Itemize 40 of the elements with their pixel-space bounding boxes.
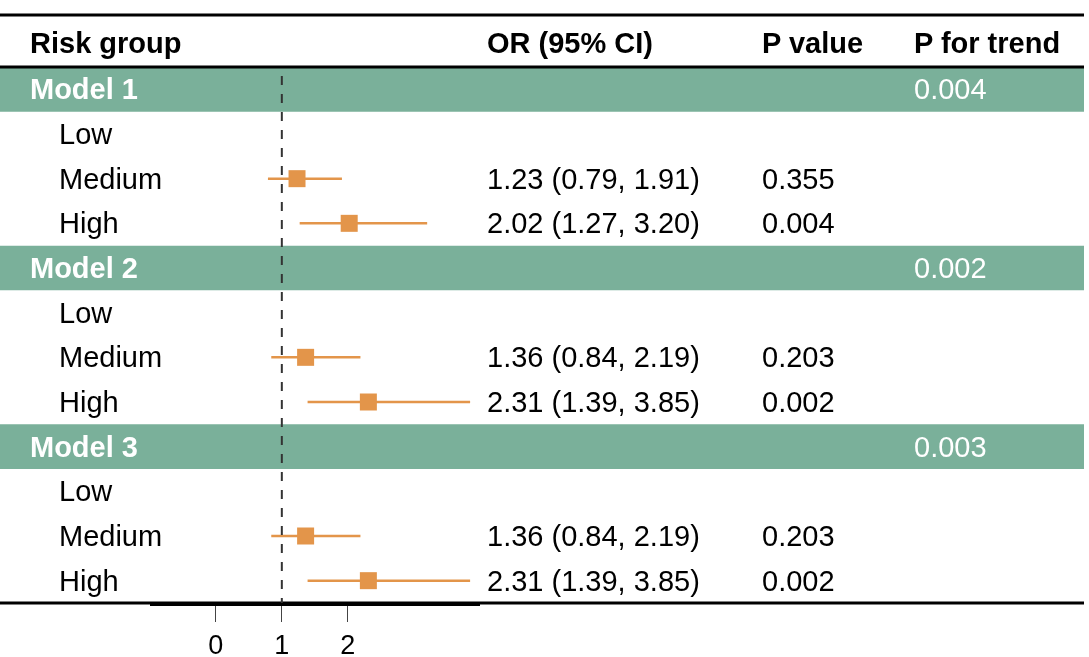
y-tick-label: Low [59, 475, 114, 507]
point [297, 527, 315, 545]
point [359, 393, 377, 411]
y-axis-title: Risk group [30, 27, 182, 59]
y-tick-label: Medium [59, 520, 163, 552]
text: 0.203 [762, 341, 835, 373]
text: P for trend [914, 27, 1061, 59]
point [297, 348, 315, 366]
text: 0.002 [762, 386, 835, 418]
y-tick-label: Model 2 [30, 252, 138, 284]
data-label: 1.23 (0.79, 1.91) [487, 163, 700, 195]
x-tick-label: 1 [274, 630, 290, 657]
text: 0.003 [914, 431, 987, 463]
data-label: 1.36 (0.84, 2.19) [487, 520, 700, 552]
y-tick-label: High [59, 565, 119, 597]
text: OR (95% CI) [487, 27, 653, 59]
y-tick-label: Medium [59, 163, 163, 195]
point [359, 572, 377, 590]
text: 0.355 [762, 163, 835, 195]
text: 0.203 [762, 520, 835, 552]
y-tick-label: Medium [59, 341, 163, 373]
point [340, 214, 358, 232]
y-tick-label: Low [59, 118, 114, 150]
point [288, 170, 306, 188]
text: P value [762, 27, 864, 59]
x-tick-label: 2 [340, 630, 356, 657]
y-tick-label: High [59, 386, 119, 418]
y-tick-label: Model 3 [30, 431, 138, 463]
data-label: 2.31 (1.39, 3.85) [487, 386, 700, 418]
text: 0.004 [762, 207, 835, 239]
text: 0.002 [914, 252, 987, 284]
y-tick-label: Low [59, 297, 114, 329]
y-tick-label: Model 1 [30, 73, 138, 105]
data-label: 2.02 (1.27, 3.20) [487, 207, 700, 239]
data-label: 2.31 (1.39, 3.85) [487, 565, 700, 597]
x-tick-label: 0 [208, 630, 224, 657]
text: 0.002 [762, 565, 835, 597]
data-label: 1.36 (0.84, 2.19) [487, 341, 700, 373]
y-tick-label: High [59, 207, 119, 239]
text: 0.004 [914, 73, 987, 105]
